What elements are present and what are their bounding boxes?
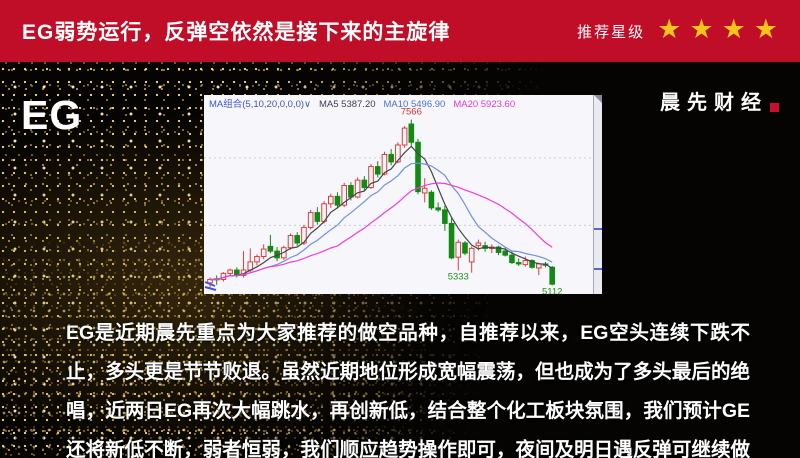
header-bar: EG弱势运行，反弹空依然是接下来的主旋律 推荐星级 ★★★★ — [0, 0, 800, 62]
chart-price-label: 5333 — [448, 271, 469, 282]
ma10-value: MA10 5496.90 — [383, 99, 446, 110]
ma5-value: MA5 5387.20 — [319, 99, 376, 110]
analysis-paragraph: EG是近期晨先重点为大家推荐的做空品种，自推荐以来，EG空头连续下跌不止，多头更… — [66, 322, 750, 458]
brand-dot-icon — [770, 103, 779, 112]
chart-price-label: 5112 — [542, 286, 562, 294]
brand-logo: 晨先财经 — [660, 86, 779, 115]
ma-settings-dropdown[interactable]: MA组合(5,10,20,0,0,0)∨ — [209, 99, 311, 110]
page-title: EG弱势运行，反弹空依然是接下来的主旋律 — [22, 21, 451, 44]
scrollbar-mark — [594, 228, 602, 230]
recommendation-rating: 推荐星级 ★★★★ — [577, 0, 786, 62]
chart-price-label: 7566 — [401, 107, 422, 118]
star-rating-icons: ★★★★ — [657, 13, 786, 44]
brand-name: 晨先财经 — [660, 92, 768, 114]
scrollbar-mark — [594, 268, 602, 270]
candlestick-chart: 7566 5333 5112 — [204, 107, 593, 294]
rating-label: 推荐星级 — [577, 23, 646, 41]
chart-corner-triangle-icon — [594, 95, 602, 103]
chart-right-scrollbar[interactable] — [593, 95, 602, 294]
candlestick-chart-card: MA组合(5,10,20,0,0,0)∨ MA5 5387.20 MA10 5496… — [204, 95, 602, 294]
instrument-symbol: EG — [21, 92, 83, 138]
ma20-value: MA20 5923.60 — [453, 99, 516, 110]
partial-blue-marker — [204, 281, 217, 291]
ma-indicator-header: MA组合(5,10,20,0,0,0)∨ MA5 5387.20 MA10 5496… — [209, 96, 523, 110]
